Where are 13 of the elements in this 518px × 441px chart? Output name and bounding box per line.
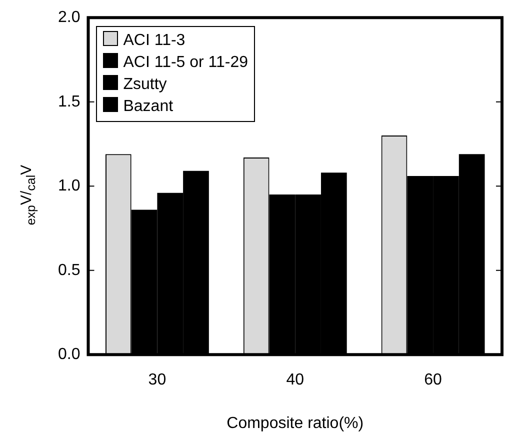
x-tick-label: 40	[286, 372, 304, 389]
legend-label: ACI 11-3	[122, 30, 186, 51]
y-tick-label: 1.5	[58, 93, 80, 110]
legend-label: Bazant	[122, 96, 174, 117]
x-axis-title: Composite ratio(%)	[226, 414, 364, 432]
y-tick-label: 0.5	[58, 262, 80, 279]
legend-label: Zsutty	[122, 74, 168, 95]
x-tick-label: 30	[148, 372, 166, 389]
y-tick-label: 0.0	[58, 346, 80, 364]
legend-label: ACI 11-5 or 11-29	[122, 52, 248, 73]
y-tick-label: 1.0	[58, 178, 80, 195]
y-tick-label: 2.0	[58, 9, 80, 26]
x-tick-label: 60	[424, 372, 442, 389]
